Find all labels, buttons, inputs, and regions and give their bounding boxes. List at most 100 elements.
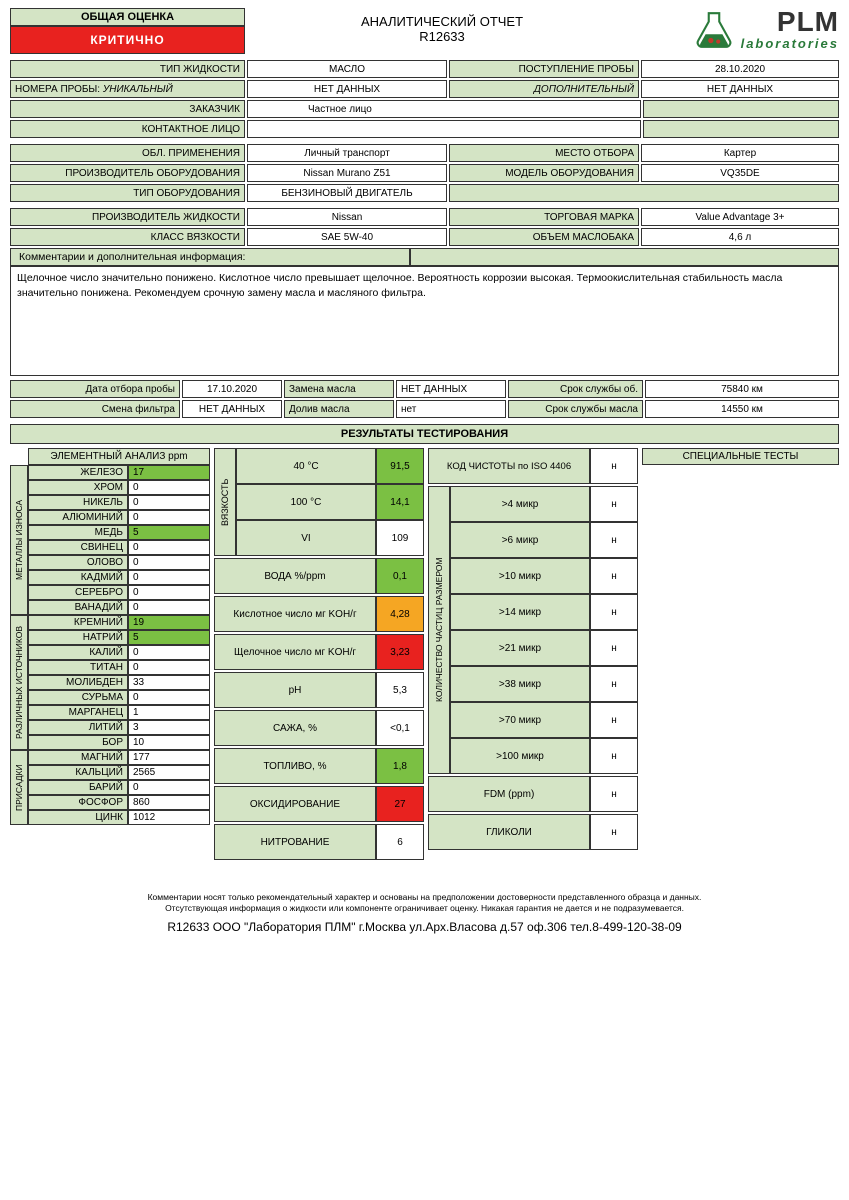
- visc-label: КЛАСС ВЯЗКОСТИ: [10, 228, 245, 246]
- customer: Частное лицо: [247, 100, 641, 118]
- element-label: МЕДЬ: [28, 525, 128, 540]
- element-label: СЕРЕБРО: [28, 585, 128, 600]
- app: Личный транспорт: [247, 144, 447, 162]
- element-row: МАРГАНЕЦ1: [28, 705, 210, 720]
- eqtype-label: ТИП ОБОРУДОВАНИЯ: [10, 184, 245, 202]
- element-value: 0: [128, 540, 210, 555]
- results-header: РЕЗУЛЬТАТЫ ТЕСТИРОВАНИЯ: [10, 424, 839, 444]
- element-label: МАРГАНЕЦ: [28, 705, 128, 720]
- element-label: КАЛИЙ: [28, 645, 128, 660]
- test-row: Кислотное число мг KOH/г4,28: [214, 596, 424, 632]
- element-label: ОЛОВО: [28, 555, 128, 570]
- topup: нет: [396, 400, 506, 418]
- iso-label: >4 микр: [450, 486, 590, 522]
- footer-contact: R12633 ООО "Лаборатория ПЛМ" г.Москва ул…: [10, 920, 839, 934]
- test-value: 3,23: [376, 634, 424, 670]
- iso-label: >6 микр: [450, 522, 590, 558]
- contact-label: КОНТАКТНОЕ ЛИЦО: [10, 120, 245, 138]
- element-row: ФОСФОР860: [28, 795, 210, 810]
- iso-row: >14 микрн: [450, 594, 638, 630]
- visc-row: 100 °C14,1: [236, 484, 424, 520]
- unique-no: НЕТ ДАННЫХ: [247, 80, 447, 98]
- eq-life-label: Срок службы об.: [508, 380, 643, 398]
- comments-label: Комментарии и дополнительная информация:: [10, 248, 410, 266]
- element-row: МАГНИЙ177: [28, 750, 210, 765]
- fdm-val: н: [590, 776, 638, 812]
- element-value: 0: [128, 585, 210, 600]
- test-value: 27: [376, 786, 424, 822]
- model-label: МОДЕЛЬ ОБОРУДОВАНИЯ: [449, 164, 639, 182]
- filter-label: Смена фильтра: [10, 400, 180, 418]
- element-value: 0: [128, 660, 210, 675]
- visc-class: SAE 5W-40: [247, 228, 447, 246]
- element-label: БОР: [28, 735, 128, 750]
- flask-icon: [693, 9, 735, 51]
- element-value: 0: [128, 555, 210, 570]
- element-value: 19: [128, 615, 210, 630]
- iso-row: >38 микрн: [450, 666, 638, 702]
- element-label: ТИТАН: [28, 660, 128, 675]
- brand-sub: laboratories: [741, 36, 839, 51]
- brand-val: Value Advantage 3+: [641, 208, 839, 226]
- test-row: Щелочное число мг KOH/г3,23: [214, 634, 424, 670]
- visc-value: 14,1: [376, 484, 424, 520]
- receipt-label: ПОСТУПЛЕНИЕ ПРОБЫ: [449, 60, 639, 78]
- element-value: 5: [128, 630, 210, 645]
- iso-label: >100 микр: [450, 738, 590, 774]
- visc-row: VI109: [236, 520, 424, 556]
- visc-row: 40 °C91,5: [236, 448, 424, 484]
- iso-row: >4 микрн: [450, 486, 638, 522]
- element-value: 0: [128, 645, 210, 660]
- element-value: 860: [128, 795, 210, 810]
- iso-value: н: [590, 702, 638, 738]
- element-value: 0: [128, 690, 210, 705]
- element-value: 0: [128, 480, 210, 495]
- footer-disclaimer: Комментарии носят только рекомендательны…: [10, 892, 839, 914]
- iso-value: н: [590, 630, 638, 666]
- comments-text: Щелочное число значительно понижено. Кис…: [10, 266, 839, 376]
- oil-change-label: Замена масла: [284, 380, 394, 398]
- iso-label: >14 микр: [450, 594, 590, 630]
- iso-column: КОД ЧИСТОТЫ по ISO 4406 н КОЛИЧЕСТВО ЧАС…: [428, 448, 638, 852]
- element-row: СУРЬМА0: [28, 690, 210, 705]
- loc: Картер: [641, 144, 839, 162]
- test-value: <0,1: [376, 710, 424, 746]
- gly-label: ГЛИКОЛИ: [428, 814, 590, 850]
- element-label: НАТРИЙ: [28, 630, 128, 645]
- visc-label: 100 °C: [236, 484, 376, 520]
- element-label: КАДМИЙ: [28, 570, 128, 585]
- visc-value: 109: [376, 520, 424, 556]
- element-value: 0: [128, 780, 210, 795]
- element-label: МОЛИБДЕН: [28, 675, 128, 690]
- iso-label: >70 микр: [450, 702, 590, 738]
- element-label: БАРИЙ: [28, 780, 128, 795]
- test-value: 1,8: [376, 748, 424, 784]
- test-label: САЖА, %: [214, 710, 376, 746]
- element-label: АЛЮМИНИЙ: [28, 510, 128, 525]
- rating-value: КРИТИЧНО: [10, 26, 245, 54]
- test-row: pH5,3: [214, 672, 424, 708]
- iso-row: >21 микрн: [450, 630, 638, 666]
- element-row: ЖЕЛЕЗО17: [28, 465, 210, 480]
- iso-header: КОД ЧИСТОТЫ по ISO 4406: [428, 448, 590, 484]
- element-label: КРЕМНИЙ: [28, 615, 128, 630]
- iso-value: н: [590, 738, 638, 774]
- fluidmfr-label: ПРОИЗВОДИТЕЛЬ ЖИДКОСТИ: [10, 208, 245, 226]
- element-label: ЦИНК: [28, 810, 128, 825]
- sources-group-label: РАЗЛИЧНЫХ ИСТОЧНИКОВ: [10, 615, 28, 750]
- element-row: АЛЮМИНИЙ0: [28, 510, 210, 525]
- model: VQ35DE: [641, 164, 839, 182]
- element-row: НАТРИЙ5: [28, 630, 210, 645]
- visc-label: VI: [236, 520, 376, 556]
- iso-row: >10 микрн: [450, 558, 638, 594]
- filter: НЕТ ДАННЫХ: [182, 400, 282, 418]
- iso-header-val: н: [590, 448, 638, 484]
- test-value: 6: [376, 824, 424, 860]
- test-row: ТОПЛИВО, %1,8: [214, 748, 424, 784]
- fluidmfr: Nissan: [247, 208, 447, 226]
- test-value: 0,1: [376, 558, 424, 594]
- wear-group-label: МЕТАЛЛЫ ИЗНОСА: [10, 465, 28, 615]
- iso-row: >100 микрн: [450, 738, 638, 774]
- test-value: 5,3: [376, 672, 424, 708]
- element-row: БАРИЙ0: [28, 780, 210, 795]
